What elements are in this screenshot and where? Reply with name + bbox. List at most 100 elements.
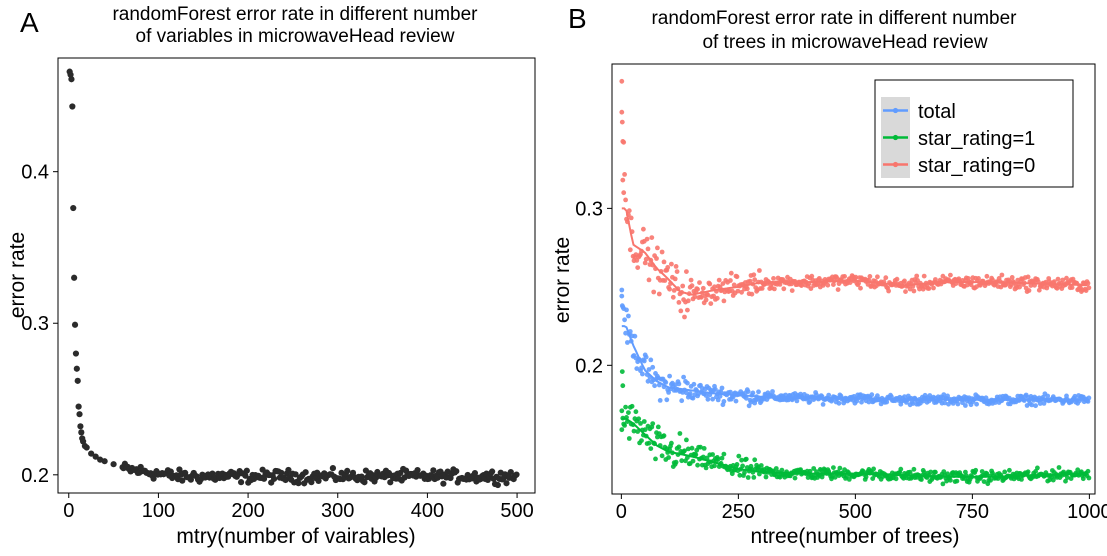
legend-entry-star-rating-0: star_rating=0	[881, 151, 1035, 178]
data-point	[623, 404, 628, 410]
data-point	[973, 467, 979, 473]
data-point	[717, 393, 723, 399]
data-point	[494, 481, 501, 489]
data-point	[746, 403, 752, 409]
data-point	[619, 293, 625, 299]
data-point	[902, 278, 907, 284]
data-point	[976, 276, 981, 281]
data-point	[1086, 395, 1092, 401]
data-point	[1060, 277, 1066, 283]
data-point	[721, 399, 727, 404]
series-total	[619, 287, 1092, 409]
data-point	[772, 286, 777, 292]
data-point	[672, 382, 678, 388]
data-point	[781, 286, 787, 292]
data-point	[1064, 275, 1069, 281]
data-point	[719, 455, 725, 461]
data-point	[666, 455, 671, 460]
data-point	[655, 245, 660, 251]
panel-a-x-axis-title: mtry(number of vairables)	[176, 525, 415, 548]
data-point	[302, 469, 309, 476]
data-point	[71, 274, 78, 281]
data-point	[1065, 475, 1070, 480]
data-point	[285, 466, 292, 474]
data-point	[88, 450, 95, 457]
data-point	[1063, 478, 1068, 484]
legend-key-dot-total	[892, 107, 899, 114]
data-point	[779, 467, 785, 473]
panel-b-title-line-2: of trees in microwaveHead review	[702, 32, 987, 53]
data-point	[743, 456, 749, 462]
data-point	[703, 465, 709, 471]
data-point	[921, 273, 927, 279]
data-point	[679, 458, 685, 464]
panel-a-data-points	[66, 68, 520, 489]
data-point	[642, 427, 648, 433]
data-point	[689, 445, 695, 451]
data-point	[632, 333, 638, 339]
data-point	[883, 275, 889, 281]
data-point	[620, 383, 626, 389]
data-point	[1019, 477, 1024, 482]
data-point	[414, 466, 421, 474]
data-point	[715, 397, 721, 403]
data-point	[911, 288, 917, 294]
data-point	[1007, 467, 1012, 473]
data-point	[733, 398, 739, 404]
y-tick-label: 0.3	[21, 313, 49, 335]
data-point	[652, 383, 657, 389]
data-point	[661, 433, 667, 439]
data-point	[689, 283, 695, 289]
data-point	[622, 172, 627, 177]
y-tick-label: 0.4	[21, 162, 49, 184]
legend-label-star-rating-1: star_rating=1	[918, 128, 1035, 150]
data-point	[836, 400, 842, 406]
x-tick-label: 0	[63, 500, 74, 522]
x-tick-label: 1000	[1067, 501, 1107, 523]
data-point	[1072, 393, 1078, 399]
data-point	[666, 390, 671, 395]
data-point	[75, 403, 82, 410]
data-point	[954, 478, 960, 484]
data-point	[619, 408, 625, 414]
data-point	[646, 440, 652, 446]
data-point	[643, 256, 649, 262]
data-point	[757, 268, 762, 273]
data-point	[292, 471, 299, 478]
data-point	[361, 479, 368, 486]
data-point	[645, 246, 651, 252]
panel-a-y-axis-title: error rate	[6, 232, 29, 318]
data-point	[809, 273, 815, 279]
data-point	[842, 274, 847, 279]
data-point	[674, 269, 680, 274]
data-point	[1085, 468, 1091, 474]
data-point	[963, 403, 968, 408]
data-point	[974, 401, 979, 407]
data-point	[736, 453, 742, 459]
x-tick-label: 400	[411, 500, 444, 522]
data-point	[634, 366, 640, 371]
panel-a-title-line-1: randomForest error rate in different num…	[112, 4, 478, 25]
data-point	[710, 452, 715, 457]
trend-line	[621, 325, 1088, 401]
data-point	[928, 469, 934, 475]
data-point	[926, 286, 932, 291]
data-point	[933, 469, 938, 475]
data-point	[981, 479, 987, 484]
data-point	[777, 282, 783, 287]
data-point	[884, 399, 890, 405]
data-point	[627, 247, 633, 253]
data-point	[621, 139, 627, 145]
data-point	[751, 475, 757, 480]
data-point	[77, 423, 84, 430]
x-tick-label: 750	[956, 501, 989, 523]
data-point	[695, 462, 700, 468]
data-point	[663, 380, 669, 385]
chart-legend: total star_rating=1 star_rating=0	[874, 79, 1074, 188]
data-point	[875, 274, 880, 280]
data-point	[620, 177, 626, 183]
x-tick-label: 250	[722, 501, 755, 523]
panel-b-letter: B	[568, 3, 587, 34]
data-point	[70, 204, 77, 212]
y-tick-label: 0.2	[21, 465, 49, 487]
